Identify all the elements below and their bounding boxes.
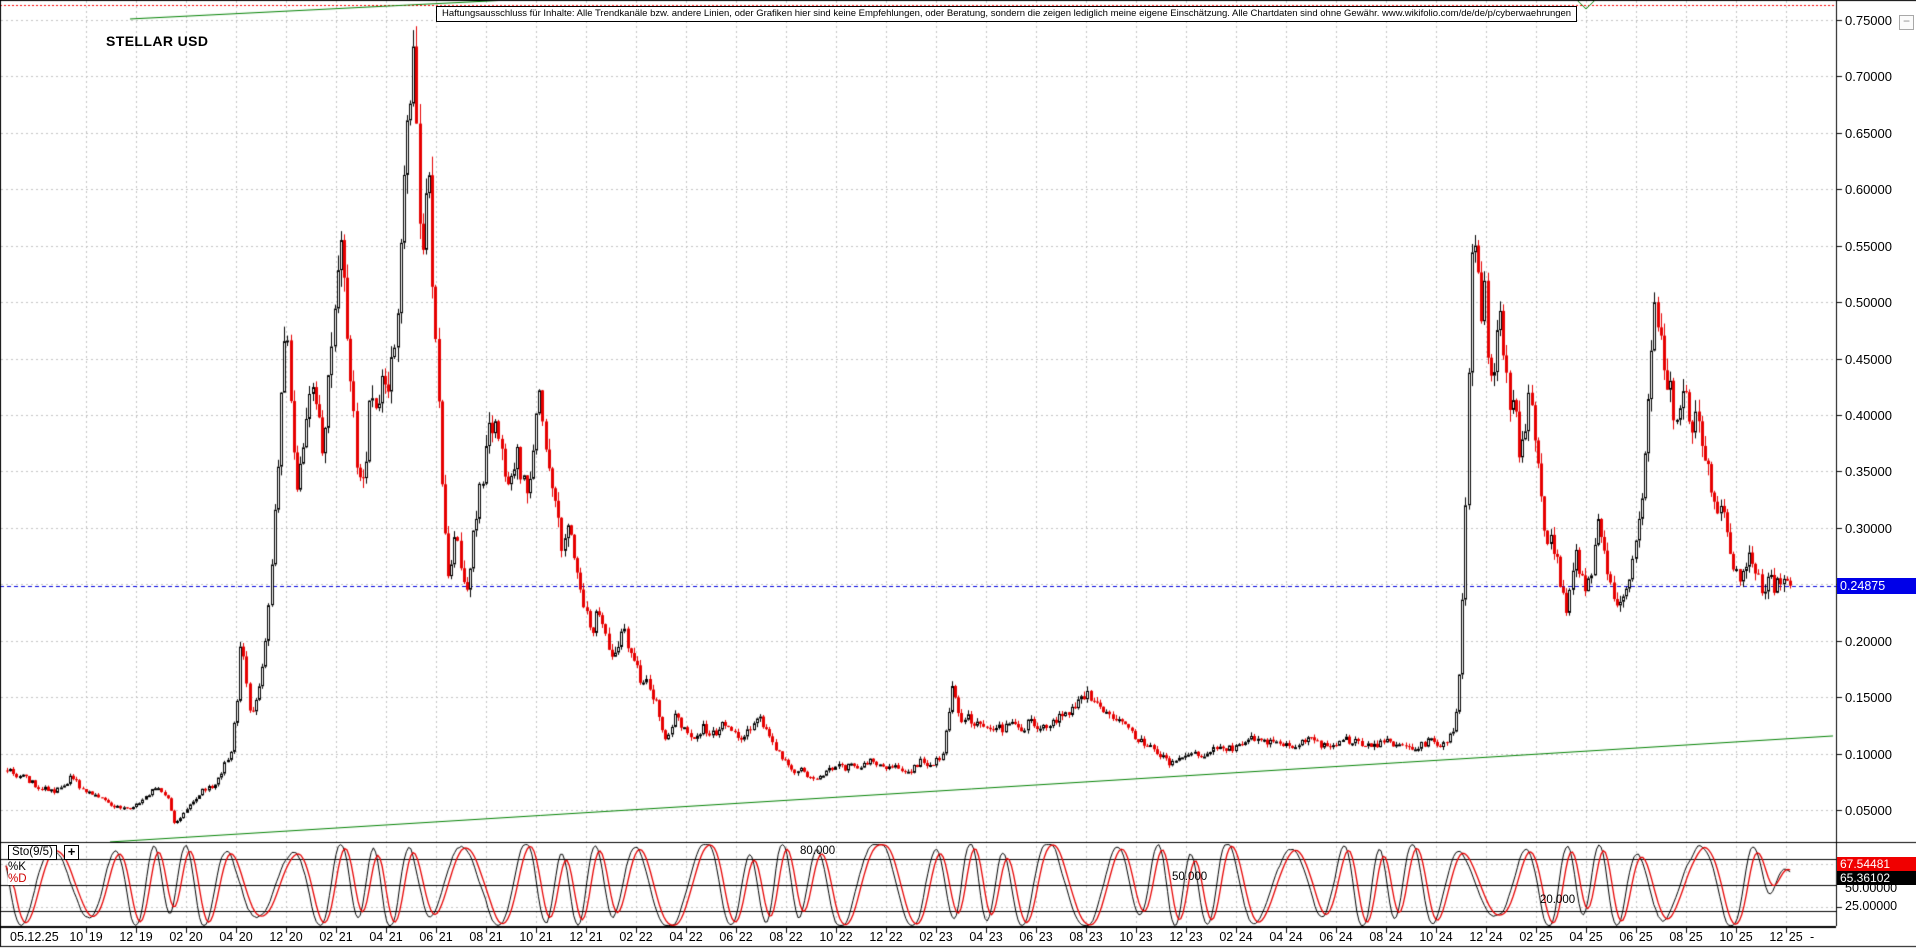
- date-tick-label: 10 22: [819, 930, 853, 944]
- collapse-axis-button[interactable]: −: [1899, 15, 1914, 30]
- level-80-label: 80.000: [800, 845, 836, 857]
- percent-d-label: %D: [8, 873, 29, 885]
- date-tick-label: 02 22: [619, 930, 653, 944]
- disclaimer-box: Haftungsausschluss für Inhalte: Alle Tre…: [436, 6, 1578, 22]
- date-tick-label: 08 23: [1069, 930, 1103, 944]
- date-tick-label: 04 23: [969, 930, 1003, 944]
- date-tick-label: 02 24: [1219, 930, 1253, 944]
- price-tick-label: 0.40000: [1845, 407, 1892, 423]
- date-tick-label: 06 21: [419, 930, 453, 944]
- price-tick-label: 0.75000: [1845, 13, 1892, 28]
- date-tick-label: 06 22: [719, 930, 753, 944]
- current-price-tag: 0.24875: [1837, 578, 1916, 594]
- date-tick-label: 06 24: [1319, 930, 1353, 944]
- price-tick-label: 0.05000: [1845, 802, 1892, 818]
- price-tick-label: 0.60000: [1845, 182, 1892, 198]
- date-tick-label: 02 20: [169, 930, 203, 944]
- price-tick-label: 0.50000: [1845, 295, 1892, 311]
- price-tick-label: 0.70000: [1845, 69, 1892, 85]
- date-tick-label: 04 24: [1269, 930, 1303, 944]
- date-stamp-label: 05.12.25: [10, 930, 62, 944]
- date-tick-label: 08 21: [469, 930, 503, 944]
- date-tick-label: 08 24: [1369, 930, 1403, 944]
- price-tick-label: 0.30000: [1845, 520, 1892, 536]
- add-indicator-button[interactable]: +: [64, 845, 79, 860]
- date-tick-label: 04 21: [369, 930, 403, 944]
- date-tick-label: 02 25: [1519, 930, 1553, 944]
- date-tick-label: 04 20: [219, 930, 253, 944]
- date-tick-label: 10 25: [1719, 930, 1753, 944]
- price-tick-label: 0.55000: [1845, 238, 1892, 254]
- date-tick-label: 02 21: [319, 930, 353, 944]
- level-20-label: 20.000: [1540, 894, 1576, 906]
- date-tick-label: 12 23: [1169, 930, 1203, 944]
- percent-k-label: %K: [8, 861, 28, 873]
- date-tick-label: 10 24: [1419, 930, 1453, 944]
- date-tick-label: 02 23: [919, 930, 953, 944]
- date-tick-label: 06 23: [1019, 930, 1053, 944]
- date-tick-label: 08 25: [1669, 930, 1703, 944]
- date-tick-label: 04 22: [669, 930, 703, 944]
- date-tick-label: 12 21: [569, 930, 603, 944]
- price-tick-label: 0.65000: [1845, 125, 1892, 141]
- price-tick-label: 0.35000: [1845, 464, 1892, 480]
- date-tick-label: 06 25: [1619, 930, 1653, 944]
- price-tick-label: 0.10000: [1845, 746, 1892, 762]
- stochastic-low-axis-label: 25.00000: [1845, 899, 1898, 913]
- date-tick-label: 04 25: [1569, 930, 1603, 944]
- date-tick-label: 12 20: [269, 930, 303, 944]
- indicator-name-box[interactable]: Sto(9/5): [8, 845, 57, 860]
- level-50-label: 50.000: [1172, 871, 1208, 883]
- date-tick-label: 10 21: [519, 930, 553, 944]
- price-tick-label: 0.15000: [1845, 690, 1892, 706]
- date-tick-label: 12 24: [1469, 930, 1503, 944]
- date-tick-label: 12 22: [869, 930, 903, 944]
- stochastic-d-value-tag: 67.54481: [1837, 857, 1916, 871]
- date-tick-label: 10 19: [69, 930, 103, 944]
- stochastic-k-value-tag: 65.36102: [1837, 871, 1916, 885]
- chart-title: STELLAR USD: [106, 33, 209, 49]
- date-tick-label: 08 22: [769, 930, 803, 944]
- axis-end-dash-label: -: [1810, 930, 1815, 944]
- date-tick-label: 12 19: [119, 930, 153, 944]
- price-tick-label: 0.45000: [1845, 351, 1892, 367]
- date-tick-label: 12 25: [1769, 930, 1803, 944]
- price-tick-label: 0.20000: [1845, 633, 1892, 649]
- date-tick-label: 10 23: [1119, 930, 1153, 944]
